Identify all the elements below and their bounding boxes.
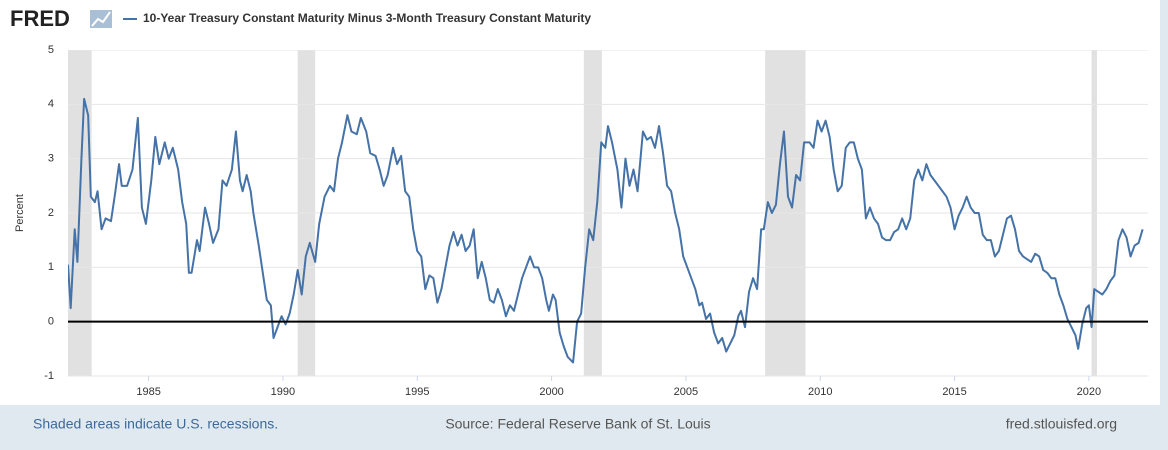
recession-note[interactable]: Shaded areas indicate U.S. recessions. — [33, 416, 278, 432]
x-tick-label: 2005 — [674, 386, 698, 398]
source: Source: Federal Reserve Bank of St. Loui… — [445, 416, 710, 432]
chart-panel — [0, 0, 1160, 405]
y-tick-label: 0 — [48, 316, 54, 328]
x-tick-label: 2020 — [1077, 386, 1101, 398]
logo: FRED — [10, 6, 70, 31]
legend-label: 10-Year Treasury Constant Maturity Minus… — [143, 11, 591, 25]
plot-area — [68, 50, 1148, 377]
y-tick-label: 4 — [48, 98, 54, 110]
y-tick-label: 1 — [48, 261, 54, 273]
x-tick-label: 2000 — [539, 386, 563, 398]
site-url[interactable]: fred.stlouisfed.org — [1006, 416, 1117, 432]
x-tick-label: 1995 — [405, 386, 429, 398]
series-line — [68, 97, 1144, 364]
y-tick-label: -1 — [44, 370, 54, 382]
y-tick-label: 5 — [48, 44, 54, 56]
x-tick-label: 1985 — [136, 386, 160, 398]
logo-icon — [90, 10, 112, 28]
y-tick-label: 3 — [48, 153, 54, 165]
x-tick-label: 2010 — [808, 386, 832, 398]
y-axis-label: Percent — [14, 194, 26, 232]
y-tick-label: 2 — [48, 207, 54, 219]
x-tick-label: 1990 — [271, 386, 295, 398]
x-tick-label: 2015 — [942, 386, 966, 398]
